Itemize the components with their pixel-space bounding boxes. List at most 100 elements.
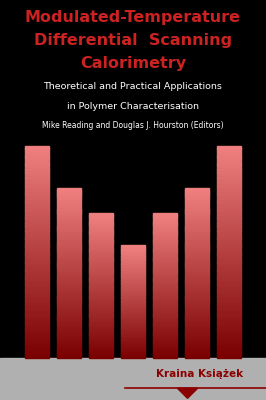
Bar [153, 286, 177, 288]
Bar [25, 183, 49, 186]
Bar [121, 296, 145, 298]
Bar [153, 251, 177, 254]
Bar [89, 302, 113, 304]
Bar [121, 339, 145, 341]
Bar [185, 334, 209, 337]
Bar [217, 331, 241, 334]
Bar [153, 320, 177, 322]
Bar [185, 290, 209, 292]
Bar [121, 307, 145, 309]
Bar [185, 305, 209, 307]
Bar [25, 252, 49, 255]
Bar [185, 343, 209, 345]
Bar [121, 302, 145, 303]
Bar [57, 351, 81, 354]
Bar [25, 230, 49, 234]
Bar [153, 255, 177, 257]
Bar [25, 291, 49, 294]
Bar [121, 342, 145, 344]
Bar [185, 338, 209, 341]
Bar [121, 264, 145, 265]
Bar [89, 286, 113, 288]
Bar [25, 297, 49, 300]
Bar [153, 269, 177, 272]
Bar [121, 330, 145, 331]
Bar [185, 345, 209, 347]
Bar [57, 349, 81, 352]
Bar [25, 339, 49, 342]
Bar [185, 283, 209, 286]
Bar [217, 177, 241, 180]
Bar [57, 218, 81, 220]
Bar [25, 146, 49, 149]
Bar [25, 302, 49, 305]
Bar [57, 334, 81, 337]
Bar [121, 345, 145, 347]
Bar [153, 262, 177, 264]
Bar [57, 271, 81, 273]
Bar [153, 323, 177, 326]
Bar [121, 335, 145, 337]
Bar [217, 206, 241, 210]
Bar [25, 276, 49, 278]
Bar [25, 249, 49, 252]
Bar [25, 305, 49, 308]
Bar [57, 296, 81, 299]
Bar [57, 260, 81, 262]
Bar [153, 260, 177, 262]
Bar [185, 317, 209, 320]
Bar [25, 175, 49, 178]
Bar [185, 351, 209, 354]
Bar [185, 214, 209, 216]
Bar [89, 268, 113, 270]
Bar [121, 279, 145, 281]
Bar [121, 268, 145, 270]
Bar [185, 324, 209, 326]
Text: Theoretical and Practical Applications: Theoretical and Practical Applications [44, 82, 222, 91]
Bar [57, 198, 81, 201]
Bar [25, 307, 49, 310]
Bar [57, 247, 81, 250]
Bar [89, 350, 113, 352]
Bar [89, 354, 113, 356]
Bar [185, 298, 209, 301]
Bar [185, 201, 209, 203]
Bar [57, 275, 81, 278]
Bar [217, 225, 241, 228]
Bar [25, 236, 49, 239]
Bar [153, 318, 177, 320]
Bar [57, 298, 81, 301]
Bar [57, 201, 81, 203]
Bar [185, 281, 209, 284]
Bar [153, 298, 177, 300]
Bar [217, 273, 241, 276]
Bar [89, 343, 113, 345]
Bar [89, 325, 113, 327]
Bar [121, 284, 145, 286]
Bar [153, 250, 177, 252]
Bar [217, 344, 241, 347]
Bar [153, 302, 177, 304]
Bar [153, 237, 177, 239]
Bar [217, 305, 241, 308]
Bar [121, 299, 145, 300]
Bar [89, 284, 113, 286]
Bar [89, 278, 113, 280]
Bar [217, 154, 241, 157]
Bar [153, 276, 177, 279]
Bar [217, 236, 241, 239]
Bar [217, 252, 241, 255]
Bar [217, 201, 241, 204]
Bar [121, 356, 145, 358]
Bar [153, 273, 177, 275]
Bar [121, 258, 145, 260]
Bar [25, 172, 49, 175]
Bar [153, 356, 177, 358]
Bar [185, 258, 209, 260]
Bar [57, 326, 81, 328]
Bar [217, 312, 241, 316]
Bar [121, 304, 145, 306]
Bar [89, 240, 113, 243]
Bar [25, 170, 49, 172]
Bar [217, 294, 241, 297]
